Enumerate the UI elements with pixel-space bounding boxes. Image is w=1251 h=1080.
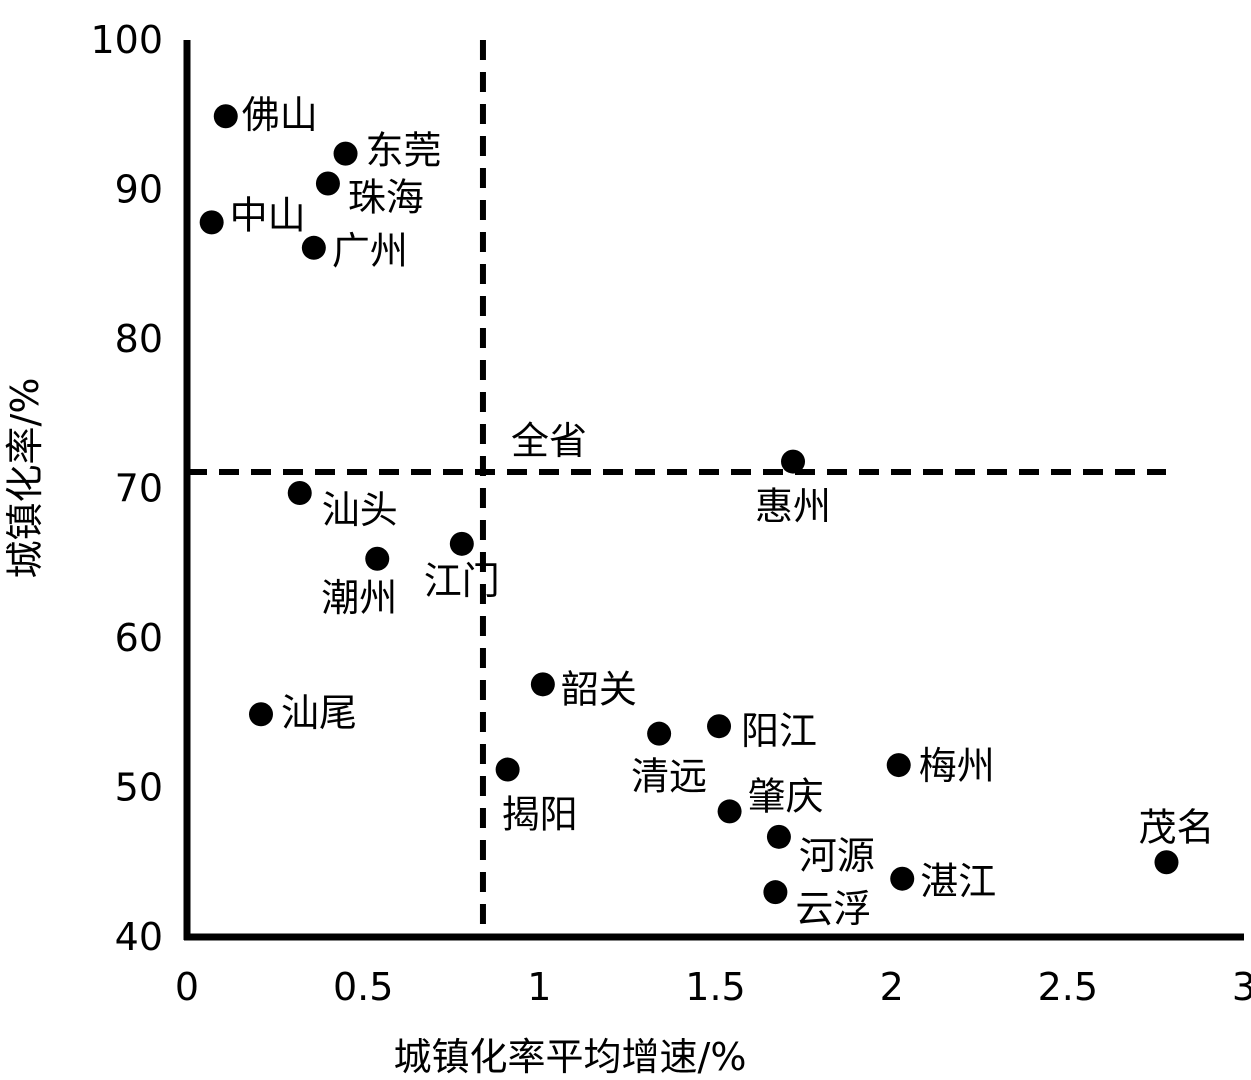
point-label: 汕尾 <box>281 691 357 735</box>
x-tick-label: 2.5 <box>1038 965 1098 1009</box>
data-point <box>248 702 273 727</box>
data-points <box>199 104 1179 905</box>
point-label: 佛山 <box>242 93 318 137</box>
data-point <box>287 480 312 505</box>
y-tick-label: 40 <box>115 915 163 959</box>
point-label: 梅州 <box>919 744 995 788</box>
y-tick-label: 80 <box>115 317 163 361</box>
data-point <box>707 714 732 739</box>
x-tick-label: 2 <box>880 965 904 1009</box>
point-label: 潮州 <box>321 576 397 620</box>
x-tick-label: 1 <box>527 965 551 1009</box>
y-axis-title-group: 城镇化率/% <box>3 378 47 579</box>
point-label: 茂名 <box>1138 805 1214 849</box>
tick-labels: 0 0.5 1 1.5 2 2.5 3 40 50 60 70 80 90 100 <box>90 18 1251 1009</box>
y-axis-title: 城镇化率/% <box>3 378 47 579</box>
data-point <box>886 753 911 778</box>
y-tick-label: 90 <box>115 168 163 212</box>
y-tick-label: 50 <box>115 766 163 810</box>
point-label: 韶关 <box>561 667 637 711</box>
x-axis-title: 城镇化率平均增速/% <box>394 1035 747 1079</box>
point-label: 云浮 <box>795 887 871 931</box>
x-tick-label: 3 <box>1232 965 1251 1009</box>
point-label: 广州 <box>332 229 408 273</box>
data-point <box>530 672 555 697</box>
point-label: 清远 <box>631 755 707 799</box>
x-tick-label: 0 <box>175 965 199 1009</box>
data-point <box>766 824 791 849</box>
data-point <box>213 104 238 129</box>
data-point <box>199 210 224 235</box>
reference-label: 全省 <box>511 419 587 463</box>
x-tick-label: 0.5 <box>333 965 393 1009</box>
point-label: 揭阳 <box>502 793 578 837</box>
point-label: 惠州 <box>755 485 831 529</box>
data-point <box>763 880 788 905</box>
data-point <box>449 531 474 556</box>
data-point <box>301 235 326 260</box>
data-point <box>315 171 340 196</box>
point-label: 河源 <box>799 834 875 878</box>
point-label: 中山 <box>230 193 306 237</box>
axes <box>183 40 1244 941</box>
data-point <box>890 866 915 891</box>
data-point <box>495 757 520 782</box>
point-label: 湛江 <box>920 860 996 904</box>
point-label: 珠海 <box>348 176 424 220</box>
data-point <box>717 799 742 824</box>
reference-lines <box>187 40 1166 937</box>
point-label: 东莞 <box>366 129 442 173</box>
point-label: 江门 <box>424 559 500 603</box>
data-point <box>333 141 358 166</box>
y-tick-label: 100 <box>90 18 163 62</box>
data-point <box>781 449 806 474</box>
y-tick-label: 70 <box>115 467 163 511</box>
point-label: 阳江 <box>741 709 817 753</box>
data-point <box>647 721 672 746</box>
point-label: 肇庆 <box>748 774 824 818</box>
x-tick-label: 1.5 <box>685 965 745 1009</box>
data-point <box>1154 850 1179 875</box>
point-label: 汕头 <box>322 488 398 532</box>
y-tick-label: 60 <box>115 616 163 660</box>
data-point <box>365 546 390 571</box>
